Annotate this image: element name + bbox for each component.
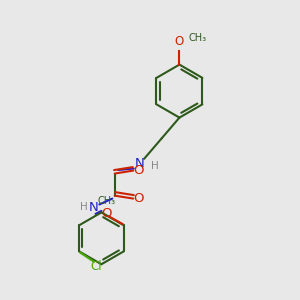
Text: H: H	[80, 202, 88, 212]
Text: CH₃: CH₃	[188, 33, 206, 43]
Text: CH₃: CH₃	[97, 196, 115, 206]
Text: O: O	[175, 35, 184, 48]
Text: O: O	[101, 207, 111, 220]
Text: Cl: Cl	[91, 260, 103, 272]
Text: H: H	[151, 161, 159, 171]
Text: N: N	[89, 201, 99, 214]
Text: N: N	[135, 157, 145, 170]
Text: O: O	[133, 192, 143, 205]
Text: O: O	[133, 164, 143, 177]
